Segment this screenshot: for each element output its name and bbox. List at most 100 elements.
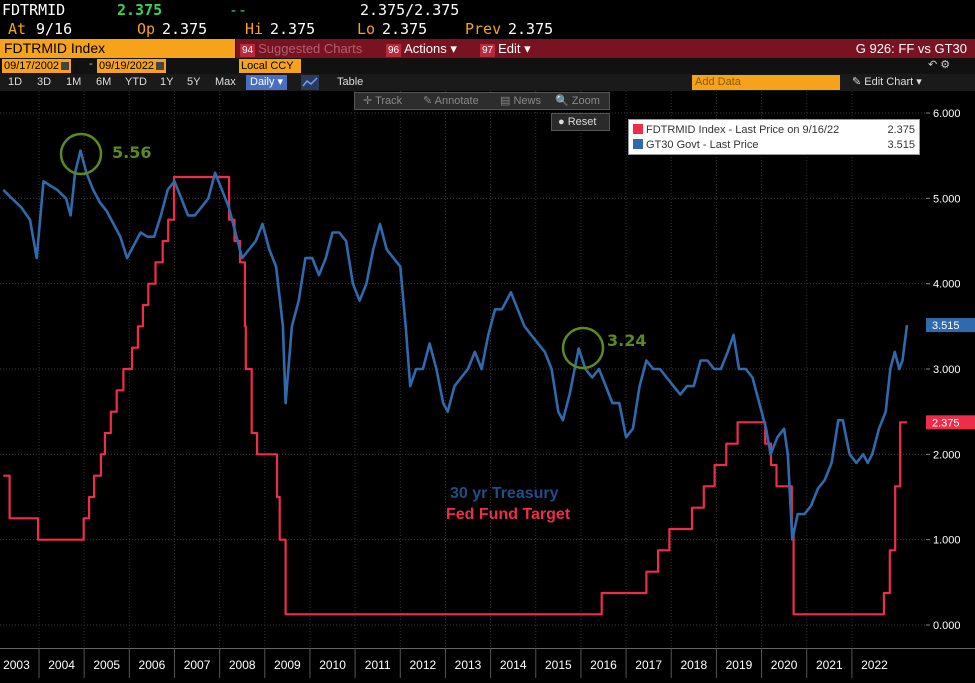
x-tick-label: 2006 — [139, 658, 166, 672]
lo-value: 2.375 — [382, 20, 428, 38]
x-tick-label: 2008 — [229, 658, 256, 672]
x-tick-label: 2017 — [635, 658, 662, 672]
frequency-select[interactable]: Daily ▾ — [246, 75, 288, 90]
y-axis-svg: 0.000 1.000 2.000 3.000 4.000 5.000 6.000 3.515… — [926, 108, 975, 632]
currency-label: Local CCY — [241, 60, 294, 72]
track-button[interactable]: ✛ Track — [363, 95, 403, 107]
currency-select[interactable]: Local CCY ▾ — [239, 59, 301, 86]
treasury-last-value: 3.515 — [932, 320, 960, 332]
last-price: 2.375 — [117, 1, 163, 19]
x-tick-label: 2011 — [365, 658, 391, 672]
legend-value-treasury: 3.515 — [887, 139, 915, 151]
edit-chart-chevron: ▾ — [916, 76, 922, 88]
period-6m[interactable]: 6M — [96, 76, 112, 88]
news-button[interactable]: ▤ News — [500, 95, 541, 107]
edit-label: Edit ▾ — [498, 41, 531, 56]
x-tick-label: 2005 — [93, 658, 120, 672]
trough-annotation-circle — [561, 326, 605, 370]
y-tick-label: 1.000 — [933, 535, 961, 547]
suggested-charts-menu[interactable]: 94 Suggested Charts — [240, 39, 362, 58]
x-tick-label: 2007 — [184, 658, 211, 672]
line-chart-icon[interactable] — [301, 75, 319, 90]
peak-annotation-label: 5.56 — [112, 143, 152, 162]
x-axis-svg: 2003 2004 2005 2006 2007 2008 2009 2010 2011 2012… — [0, 648, 975, 678]
chart-legend: FDTRMID Index - Last Price on 9/16/22 2.… — [628, 119, 920, 155]
period-1d[interactable]: 1D — [8, 76, 23, 88]
ticker: FDTRMID — [2, 1, 66, 19]
period-ytd[interactable]: YTD — [125, 76, 147, 88]
change: -- — [229, 1, 248, 19]
date-bar: 09/17/2002 - 09/19/2022 Local CCY ▾ ↶ ⚙ — [0, 58, 975, 86]
op-value: 2.375 — [162, 20, 208, 38]
legend-item-treasury: GT30 Govt - Last Price 3.515 — [633, 138, 915, 152]
chart-id: G 926: FF vs GT30 — [855, 41, 967, 56]
period-1m[interactable]: 1M — [66, 76, 82, 88]
bid-ask: 2.375/2.375 — [360, 1, 460, 19]
lo-label: Lo — [357, 20, 376, 38]
prev-label: Prev — [465, 20, 502, 38]
treasury-text-label: 30 yr Treasury — [450, 485, 559, 502]
period-max[interactable]: Max — [215, 76, 236, 88]
edit-number: 97 — [480, 44, 496, 57]
y-tick-label: 6.000 — [933, 108, 961, 120]
start-date: 09/17/2002 — [4, 60, 60, 72]
x-tick-label: 2009 — [274, 658, 301, 672]
legend-label-treasury: GT30 Govt - Last Price — [646, 139, 759, 151]
x-tick-label: 2013 — [455, 658, 482, 672]
x-tick-label: 2018 — [680, 658, 707, 672]
edit-menu[interactable]: 97 Edit ▾ — [480, 39, 531, 58]
line-chart-glyph — [302, 77, 318, 87]
start-date-field[interactable]: 09/17/2002 — [2, 59, 72, 73]
legend-item-fed: FDTRMID Index - Last Price on 9/16/22 2.… — [633, 123, 915, 137]
edit-chart-button[interactable]: ✎ Edit Chart ▾ — [852, 74, 922, 91]
calendar-icon[interactable] — [61, 62, 70, 71]
op-label: Op — [137, 20, 156, 38]
x-tick-label: 2021 — [816, 658, 843, 672]
end-date-field[interactable]: 09/19/2022 — [97, 59, 167, 73]
period-5y[interactable]: 5Y — [187, 76, 201, 88]
y-tick-label: 4.000 — [933, 279, 961, 291]
treasury-30yr-line — [2, 149, 909, 541]
quote-detail-bar: At 9/16 Op 2.375 Hi 2.375 Lo 2.375 Prev … — [0, 19, 975, 39]
x-tick-label: 2010 — [319, 658, 346, 672]
annotate-button[interactable]: ✎ Annotate — [423, 95, 479, 107]
edit-chart-label: ✎ Edit Chart — [852, 76, 914, 88]
legend-value-fed: 2.375 — [887, 124, 915, 136]
undo-settings-icons[interactable]: ↶ ⚙ — [928, 59, 951, 71]
prev-value: 2.375 — [508, 20, 554, 38]
x-tick-label: 2014 — [500, 658, 527, 672]
security-title[interactable]: FDTRMID Index — [0, 39, 235, 58]
hi-label: Hi — [245, 20, 264, 38]
legend-swatch-treasury — [633, 139, 643, 149]
y-tick-label: 0.000 — [933, 620, 961, 632]
zoom-button[interactable]: 🔍 Zoom — [555, 95, 600, 107]
actions-menu[interactable]: 96 Actions ▾ — [386, 39, 457, 58]
title-bar: FDTRMID Index 94 Suggested Charts 96 Actio… — [0, 39, 975, 58]
actions-number: 96 — [386, 44, 402, 57]
suggested-number: 94 — [240, 44, 256, 57]
legend-label-fed: FDTRMID Index - Last Price on 9/16/22 — [646, 124, 840, 136]
quote-bar: FDTRMID 2.375 -- 2.375/2.375 — [0, 0, 975, 20]
add-data-field[interactable]: Add Data — [692, 75, 840, 90]
period-bar: 1D 3D 1M 6M YTD 1Y 5Y Max Daily ▾ Table … — [0, 74, 975, 91]
reset-button[interactable]: ● Reset — [551, 113, 610, 131]
legend-swatch-fed — [633, 124, 643, 134]
date-separator: - — [89, 58, 93, 70]
actions-label: Actions ▾ — [404, 41, 457, 56]
calendar-icon[interactable] — [156, 62, 165, 71]
x-tick-label: 2020 — [771, 658, 798, 672]
end-date: 09/19/2022 — [99, 60, 155, 72]
chart-plot-area[interactable] — [0, 91, 926, 648]
period-3d[interactable]: 3D — [37, 76, 52, 88]
x-tick-label: 2016 — [590, 658, 617, 672]
hi-value: 2.375 — [270, 20, 316, 38]
at-label: At — [8, 20, 27, 38]
period-1y[interactable]: 1Y — [160, 76, 174, 88]
table-button[interactable]: Table — [337, 76, 364, 88]
x-tick-label: 2012 — [410, 658, 437, 672]
trough-annotation-label: 3.24 — [607, 331, 647, 350]
suggested-label: Suggested Charts — [258, 41, 363, 56]
menu-bar: 94 Suggested Charts 96 Actions ▾ 97 Edit ▾ … — [236, 39, 975, 58]
chart-svg — [0, 91, 926, 648]
treasury-last-badge — [926, 318, 975, 333]
